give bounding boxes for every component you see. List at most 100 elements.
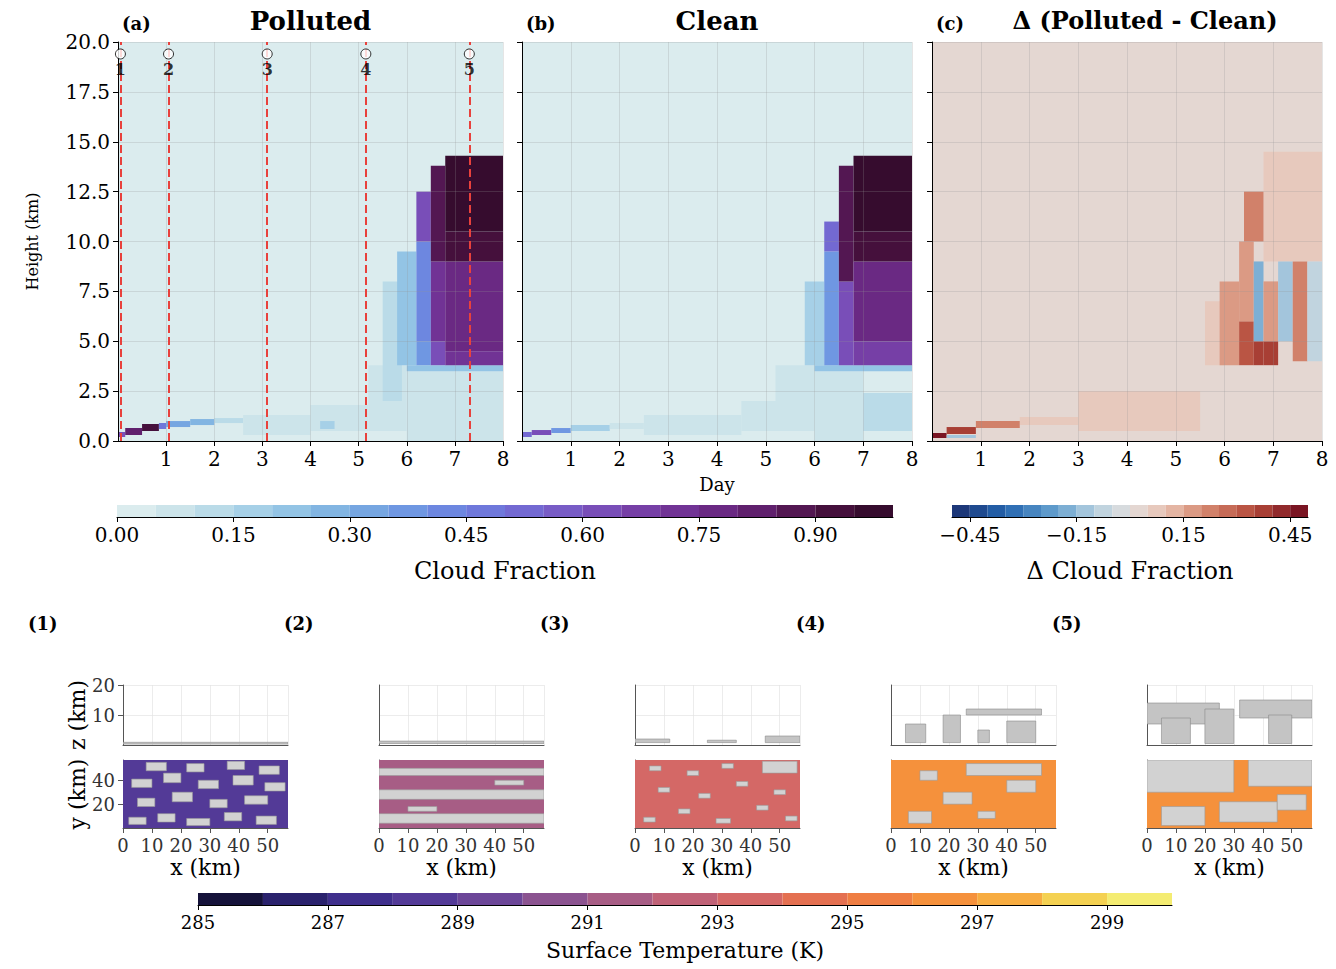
svg-text:285: 285 — [181, 912, 215, 933]
svg-text:30: 30 — [710, 835, 733, 856]
svg-text:20: 20 — [937, 835, 960, 856]
svg-text:10: 10 — [140, 835, 163, 856]
svg-text:3: 3 — [1072, 447, 1085, 471]
svg-text:5: 5 — [464, 60, 475, 79]
svg-text:50: 50 — [1024, 835, 1047, 856]
svg-text:50: 50 — [256, 835, 279, 856]
svg-text:7: 7 — [449, 447, 462, 471]
svg-text:6: 6 — [808, 447, 821, 471]
svg-text:4: 4 — [1121, 447, 1134, 471]
svg-text:0: 0 — [373, 835, 384, 856]
svg-text:5.0: 5.0 — [78, 329, 110, 353]
svg-text:−0.45: −0.45 — [939, 523, 1000, 547]
svg-text:4: 4 — [304, 447, 317, 471]
svg-text:Cloud Fraction: Cloud Fraction — [414, 557, 596, 585]
svg-text:1: 1 — [115, 60, 126, 79]
svg-text:3: 3 — [262, 60, 273, 79]
svg-text:Day: Day — [699, 474, 735, 495]
svg-text:(c): (c) — [936, 13, 964, 34]
svg-text:1: 1 — [564, 447, 577, 471]
svg-text:8: 8 — [1316, 447, 1329, 471]
svg-text:0.90: 0.90 — [793, 523, 838, 547]
svg-text:0.30: 0.30 — [328, 523, 373, 547]
svg-text:6: 6 — [400, 447, 413, 471]
svg-text:293: 293 — [700, 912, 734, 933]
svg-text:0.15: 0.15 — [211, 523, 256, 547]
svg-text:10: 10 — [1164, 835, 1187, 856]
svg-text:3: 3 — [662, 447, 675, 471]
svg-text:0: 0 — [117, 835, 128, 856]
svg-text:7.5: 7.5 — [78, 279, 110, 303]
svg-text:12.5: 12.5 — [65, 180, 110, 204]
svg-text:10: 10 — [92, 705, 115, 726]
svg-text:(4): (4) — [796, 613, 826, 634]
svg-text:40: 40 — [92, 770, 115, 791]
svg-text:295: 295 — [830, 912, 864, 933]
svg-text:10: 10 — [396, 835, 419, 856]
svg-text:10: 10 — [908, 835, 931, 856]
svg-text:Surface Temperature (K): Surface Temperature (K) — [546, 938, 824, 963]
svg-text:2: 2 — [613, 447, 626, 471]
svg-text:30: 30 — [966, 835, 989, 856]
svg-text:30: 30 — [1222, 835, 1245, 856]
svg-text:0: 0 — [629, 835, 640, 856]
svg-text:0: 0 — [1141, 835, 1152, 856]
svg-text:15.0: 15.0 — [65, 130, 110, 154]
svg-text:297: 297 — [960, 912, 994, 933]
svg-text:20: 20 — [681, 835, 704, 856]
svg-text:4: 4 — [360, 60, 371, 79]
svg-text:1: 1 — [160, 447, 173, 471]
svg-text:y (km): y (km) — [65, 759, 90, 831]
svg-text:8: 8 — [497, 447, 510, 471]
svg-text:2.5: 2.5 — [78, 379, 110, 403]
svg-text:x (km): x (km) — [1194, 855, 1265, 880]
svg-text:289: 289 — [441, 912, 475, 933]
svg-text:0.00: 0.00 — [95, 523, 140, 547]
svg-text:(3): (3) — [540, 613, 570, 634]
svg-text:40: 40 — [995, 835, 1018, 856]
svg-text:20: 20 — [92, 794, 115, 815]
svg-text:5: 5 — [1169, 447, 1182, 471]
svg-text:0: 0 — [885, 835, 896, 856]
svg-text:6: 6 — [1218, 447, 1231, 471]
svg-text:7: 7 — [857, 447, 870, 471]
svg-text:5: 5 — [352, 447, 365, 471]
svg-text:20.0: 20.0 — [65, 30, 110, 54]
svg-text:Height (km): Height (km) — [23, 193, 42, 291]
svg-text:0.45: 0.45 — [1268, 523, 1313, 547]
svg-text:10: 10 — [652, 835, 675, 856]
svg-text:291: 291 — [570, 912, 604, 933]
svg-text:2: 2 — [163, 60, 174, 79]
svg-text:Clean: Clean — [676, 6, 759, 36]
svg-text:20: 20 — [1193, 835, 1216, 856]
svg-text:30: 30 — [454, 835, 477, 856]
svg-text:40: 40 — [1251, 835, 1274, 856]
svg-text:20: 20 — [92, 675, 115, 696]
svg-text:8: 8 — [906, 447, 919, 471]
svg-text:30: 30 — [198, 835, 221, 856]
svg-text:(2): (2) — [284, 613, 314, 634]
svg-text:(1): (1) — [28, 613, 58, 634]
svg-text:x (km): x (km) — [682, 855, 753, 880]
svg-text:20: 20 — [169, 835, 192, 856]
svg-text:x (km): x (km) — [170, 855, 241, 880]
svg-text:−0.15: −0.15 — [1046, 523, 1107, 547]
svg-text:x (km): x (km) — [938, 855, 1009, 880]
svg-text:0.0: 0.0 — [78, 429, 110, 453]
svg-text:40: 40 — [483, 835, 506, 856]
svg-text:40: 40 — [739, 835, 762, 856]
svg-text:287: 287 — [311, 912, 345, 933]
svg-text:4: 4 — [711, 447, 724, 471]
svg-text:1: 1 — [974, 447, 987, 471]
svg-text:40: 40 — [227, 835, 250, 856]
svg-text:50: 50 — [512, 835, 535, 856]
svg-text:Δ (Polluted - Clean): Δ (Polluted - Clean) — [1012, 6, 1277, 35]
svg-text:10.0: 10.0 — [65, 230, 110, 254]
svg-text:3: 3 — [256, 447, 269, 471]
svg-text:0.60: 0.60 — [560, 523, 605, 547]
svg-text:0.15: 0.15 — [1161, 523, 1206, 547]
svg-text:0.75: 0.75 — [677, 523, 722, 547]
svg-text:0.45: 0.45 — [444, 523, 489, 547]
svg-text:Polluted: Polluted — [250, 6, 372, 36]
svg-text:20: 20 — [425, 835, 448, 856]
